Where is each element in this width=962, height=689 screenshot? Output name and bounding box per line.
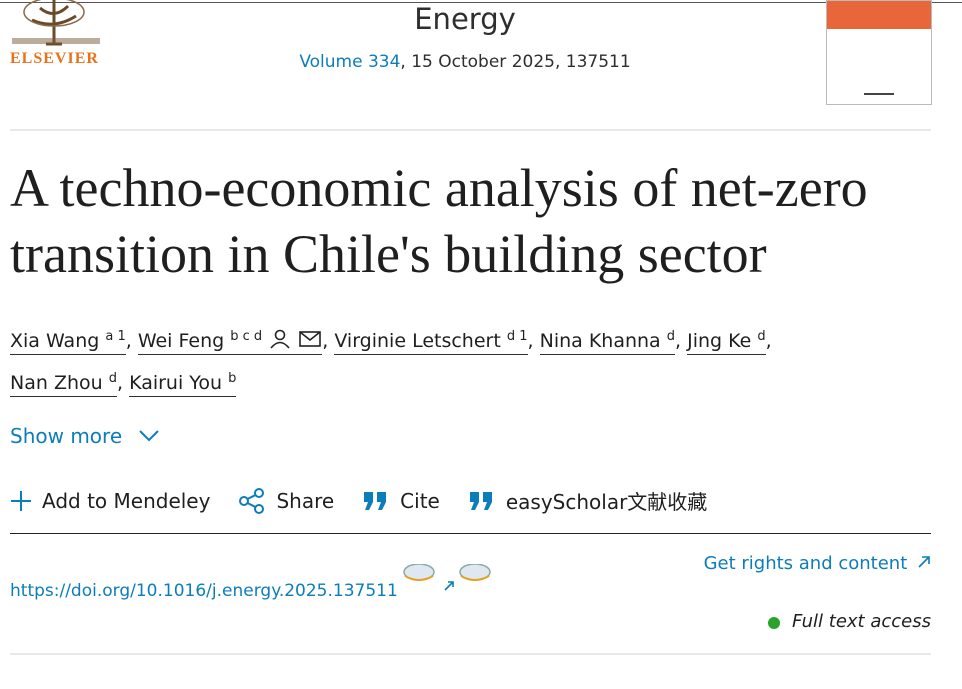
affiliation: d — [757, 329, 766, 344]
share-icon — [239, 487, 265, 514]
issue-info: , 15 October 2025, 137511 — [400, 52, 631, 72]
doi-link[interactable]: https://doi.org/10.1016/j.energy.2025.13… — [10, 581, 398, 601]
separator: , — [116, 372, 124, 394]
share-button[interactable]: Share — [238, 487, 334, 515]
author[interactable]: Jing Ke d — [687, 329, 766, 355]
divider — [10, 653, 931, 655]
elsevier-logo — [12, 0, 100, 46]
affiliation: b c d — [230, 329, 263, 344]
divider — [10, 533, 931, 534]
author[interactable]: Xia Wang a 1 — [10, 329, 126, 355]
author[interactable]: Wei Feng b c d — [137, 329, 323, 355]
affiliation: d 1 — [506, 329, 528, 344]
author-name: Virginie Letschert — [334, 330, 501, 352]
journal-name[interactable]: Energy — [414, 2, 516, 36]
external-icon — [918, 556, 930, 568]
quote-icon — [364, 491, 387, 510]
article-title: A techno-economic analysis of net-zero t… — [10, 158, 868, 284]
action-label: Cite — [400, 488, 440, 513]
author-name: Jing Ke — [687, 330, 752, 352]
author-list: Xia Wang a 1, Wei Feng b c d , Virginie … — [10, 318, 940, 402]
separator: , — [765, 330, 772, 352]
chevron-icon — [138, 430, 159, 442]
volume-link[interactable]: Volume 334 — [299, 52, 401, 72]
divider — [10, 129, 931, 131]
separator: , — [527, 330, 534, 352]
quote-icon — [469, 491, 492, 510]
separator: , — [125, 330, 132, 352]
affiliation: d — [108, 371, 117, 386]
rights-label: Get rights and content — [703, 553, 908, 574]
mendeley-button[interactable]: Add to Mendeley — [10, 489, 210, 513]
show-more[interactable]: Show more — [10, 424, 161, 448]
scholar-icons — [403, 563, 491, 591]
volume-line: Volume 334, 15 October 2025, 137511 — [0, 52, 930, 72]
affiliation: d — [666, 329, 676, 344]
email-icon — [299, 331, 322, 347]
author-name: Wei Feng — [137, 330, 225, 352]
access-status: Full text access — [792, 611, 931, 632]
action-label: easyScholar文献收藏 — [505, 490, 708, 514]
cite-button[interactable]: Cite — [362, 489, 440, 513]
author-name: Kairui You — [129, 372, 223, 394]
author-name: Nan Zhou — [10, 372, 103, 394]
plus-icon — [11, 490, 31, 511]
show-more-label: Show more — [10, 424, 123, 448]
action-label: Add to Mendeley — [42, 488, 211, 513]
author[interactable]: Kairui You b — [129, 371, 237, 397]
publisher: ELSEVIER — [10, 50, 99, 67]
easyscholar-button[interactable]: easyScholar文献收藏 — [468, 486, 707, 515]
author[interactable]: Nina Khanna d — [539, 329, 676, 355]
author-name: Xia Wang — [10, 330, 100, 352]
access-indicator — [768, 617, 780, 629]
author-name: Nina Khanna — [539, 330, 661, 352]
cover-band — [827, 1, 931, 29]
separator: , — [675, 330, 682, 352]
journal-cover[interactable] — [826, 0, 932, 105]
author[interactable]: Virginie Letschert d 1 — [334, 329, 528, 355]
author[interactable]: Nan Zhou d — [10, 371, 117, 397]
top-border — [0, 2, 962, 3]
rights-link[interactable]: Get rights and content — [704, 553, 931, 574]
affiliation: b — [228, 371, 237, 386]
affiliation: a 1 — [105, 329, 126, 344]
action-bar: Add to Mendeley Share Cite easyScholar文献… — [10, 486, 707, 515]
action-label: Share — [276, 488, 335, 513]
doi-line: https://doi.org/10.1016/j.energy.2025.13… — [10, 563, 495, 601]
separator: , — [322, 330, 329, 352]
cover-mark — [864, 93, 894, 95]
person-icon — [270, 329, 290, 349]
